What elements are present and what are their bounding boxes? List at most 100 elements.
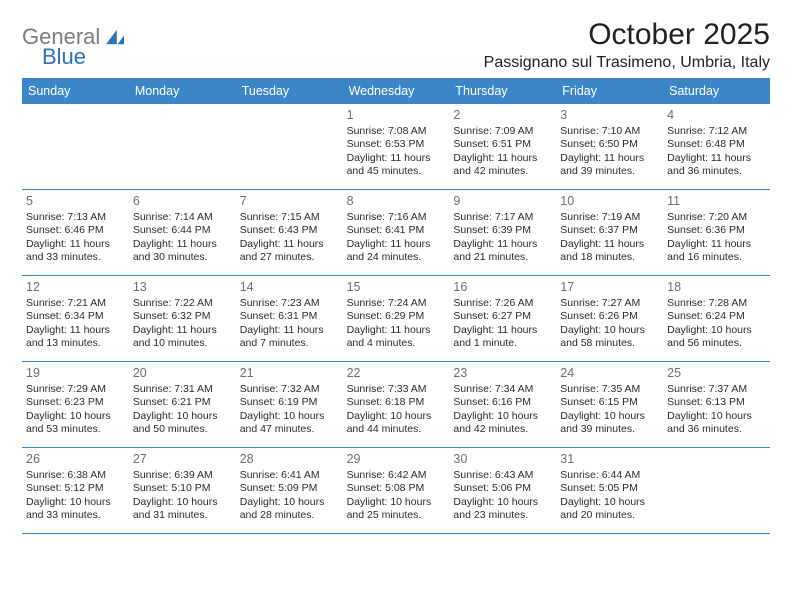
col-header-friday: Friday: [556, 80, 663, 103]
day-number: 23: [453, 365, 552, 381]
calendar-cell: 14Sunrise: 7:23 AMSunset: 6:31 PMDayligh…: [236, 275, 343, 361]
cell-daylight2: and 58 minutes.: [560, 337, 659, 350]
day-number: 12: [26, 279, 125, 295]
cell-sunrise: Sunrise: 7:32 AM: [240, 383, 339, 396]
cell-sunrise: Sunrise: 7:14 AM: [133, 211, 232, 224]
day-number: 22: [347, 365, 446, 381]
cell-sunrise: Sunrise: 7:20 AM: [667, 211, 766, 224]
cell-daylight2: and 39 minutes.: [560, 423, 659, 436]
calendar-body: 1Sunrise: 7:08 AMSunset: 6:53 PMDaylight…: [22, 103, 770, 534]
cell-daylight1: Daylight: 11 hours: [453, 238, 552, 251]
cell-sunset: Sunset: 6:43 PM: [240, 224, 339, 237]
cell-sunrise: Sunrise: 7:24 AM: [347, 297, 446, 310]
col-header-wednesday: Wednesday: [343, 80, 450, 103]
calendar-cell: 1Sunrise: 7:08 AMSunset: 6:53 PMDaylight…: [343, 103, 450, 189]
cell-sunset: Sunset: 6:48 PM: [667, 138, 766, 151]
cell-sunrise: Sunrise: 7:26 AM: [453, 297, 552, 310]
cell-daylight2: and 7 minutes.: [240, 337, 339, 350]
cell-sunrise: Sunrise: 7:10 AM: [560, 125, 659, 138]
cell-daylight2: and 47 minutes.: [240, 423, 339, 436]
cell-sunrise: Sunrise: 7:21 AM: [26, 297, 125, 310]
day-number: 5: [26, 193, 125, 209]
calendar-cell: 23 Sunrise: 7:34 AMSunset: 6:16 PMDayligh…: [449, 361, 556, 447]
day-number: 24: [560, 365, 659, 381]
cell-daylight1: Daylight: 11 hours: [453, 152, 552, 165]
cell-sunset: Sunset: 5:12 PM: [26, 482, 125, 495]
calendar-cell: 3Sunrise: 7:10 AMSunset: 6:50 PMDaylight…: [556, 103, 663, 189]
cell-sunrise: Sunrise: 7:34 AM: [453, 383, 552, 396]
calendar-header-row: Sunday Monday Tuesday Wednesday Thursday…: [22, 78, 770, 103]
cell-daylight2: and 36 minutes.: [667, 423, 766, 436]
logo-text-blue: Blue: [42, 44, 86, 70]
calendar-cell: 7Sunrise: 7:15 AMSunset: 6:43 PMDaylight…: [236, 189, 343, 275]
day-number: 6: [133, 193, 232, 209]
cell-sunset: Sunset: 6:23 PM: [26, 396, 125, 409]
cell-daylight2: and 50 minutes.: [133, 423, 232, 436]
cell-daylight2: and 39 minutes.: [560, 165, 659, 178]
calendar-cell: 6Sunrise: 7:14 AMSunset: 6:44 PMDaylight…: [129, 189, 236, 275]
calendar-cell: 31Sunrise: 6:44 AMSunset: 5:05 PMDayligh…: [556, 447, 663, 533]
calendar-cell: [22, 103, 129, 189]
calendar-cell: 10Sunrise: 7:19 AMSunset: 6:37 PMDayligh…: [556, 189, 663, 275]
cell-sunset: Sunset: 6:46 PM: [26, 224, 125, 237]
calendar-cell: 30Sunrise: 6:43 AMSunset: 5:06 PMDayligh…: [449, 447, 556, 533]
cell-sunrise: Sunrise: 7:23 AM: [240, 297, 339, 310]
calendar-cell: 15Sunrise: 7:24 AMSunset: 6:29 PMDayligh…: [343, 275, 450, 361]
calendar-cell: 27Sunrise: 6:39 AMSunset: 5:10 PMDayligh…: [129, 447, 236, 533]
cell-daylight1: Daylight: 10 hours: [560, 496, 659, 509]
cell-daylight1: Daylight: 10 hours: [347, 496, 446, 509]
cell-daylight1: Daylight: 10 hours: [26, 496, 125, 509]
cell-sunset: Sunset: 6:15 PM: [560, 396, 659, 409]
cell-daylight2: and 36 minutes.: [667, 165, 766, 178]
calendar-cell: 5Sunrise: 7:13 AMSunset: 6:46 PMDaylight…: [22, 189, 129, 275]
cell-daylight1: Daylight: 11 hours: [240, 238, 339, 251]
cell-daylight2: and 20 minutes.: [560, 509, 659, 522]
cell-sunset: Sunset: 6:16 PM: [453, 396, 552, 409]
cell-sunset: Sunset: 6:34 PM: [26, 310, 125, 323]
col-header-thursday: Thursday: [449, 80, 556, 103]
cell-daylight2: and 16 minutes.: [667, 251, 766, 264]
cell-daylight2: and 23 minutes.: [453, 509, 552, 522]
day-number: 29: [347, 451, 446, 467]
day-number: 25: [667, 365, 766, 381]
cell-daylight1: Daylight: 10 hours: [453, 410, 552, 423]
cell-daylight2: and 21 minutes.: [453, 251, 552, 264]
cell-sunrise: Sunrise: 6:42 AM: [347, 469, 446, 482]
cell-daylight1: Daylight: 10 hours: [560, 410, 659, 423]
header: General Blue October 2025 Passignano sul…: [22, 18, 770, 72]
calendar-cell: 17Sunrise: 7:27 AMSunset: 6:26 PMDayligh…: [556, 275, 663, 361]
calendar-cell: 24Sunrise: 7:35 AMSunset: 6:15 PMDayligh…: [556, 361, 663, 447]
cell-sunset: Sunset: 6:31 PM: [240, 310, 339, 323]
cell-daylight1: Daylight: 10 hours: [133, 410, 232, 423]
cell-sunrise: Sunrise: 7:22 AM: [133, 297, 232, 310]
title-block: October 2025 Passignano sul Trasimeno, U…: [484, 18, 770, 72]
calendar-cell: 22Sunrise: 7:33 AMSunset: 6:18 PMDayligh…: [343, 361, 450, 447]
cell-sunset: Sunset: 6:39 PM: [453, 224, 552, 237]
cell-sunset: Sunset: 6:41 PM: [347, 224, 446, 237]
cell-daylight1: Daylight: 11 hours: [26, 238, 125, 251]
cell-sunset: Sunset: 6:37 PM: [560, 224, 659, 237]
cell-sunrise: Sunrise: 7:27 AM: [560, 297, 659, 310]
cell-sunset: Sunset: 6:51 PM: [453, 138, 552, 151]
logo-sail-icon: [104, 28, 126, 46]
calendar-cell: 26Sunrise: 6:38 AMSunset: 5:12 PMDayligh…: [22, 447, 129, 533]
day-number: 10: [560, 193, 659, 209]
cell-sunset: Sunset: 5:06 PM: [453, 482, 552, 495]
col-header-saturday: Saturday: [663, 80, 770, 103]
cell-sunrise: Sunrise: 7:19 AM: [560, 211, 659, 224]
cell-daylight1: Daylight: 10 hours: [560, 324, 659, 337]
cell-daylight1: Daylight: 11 hours: [347, 238, 446, 251]
day-number: 20: [133, 365, 232, 381]
cell-sunrise: Sunrise: 6:41 AM: [240, 469, 339, 482]
day-number: 14: [240, 279, 339, 295]
cell-sunrise: Sunrise: 7:33 AM: [347, 383, 446, 396]
day-number: 8: [347, 193, 446, 209]
cell-daylight2: and 18 minutes.: [560, 251, 659, 264]
calendar-cell: [129, 103, 236, 189]
day-number: 17: [560, 279, 659, 295]
cell-sunrise: Sunrise: 7:08 AM: [347, 125, 446, 138]
calendar-cell: 2Sunrise: 7:09 AMSunset: 6:51 PMDaylight…: [449, 103, 556, 189]
cell-sunrise: Sunrise: 7:31 AM: [133, 383, 232, 396]
cell-daylight1: Daylight: 11 hours: [133, 238, 232, 251]
day-number: 7: [240, 193, 339, 209]
